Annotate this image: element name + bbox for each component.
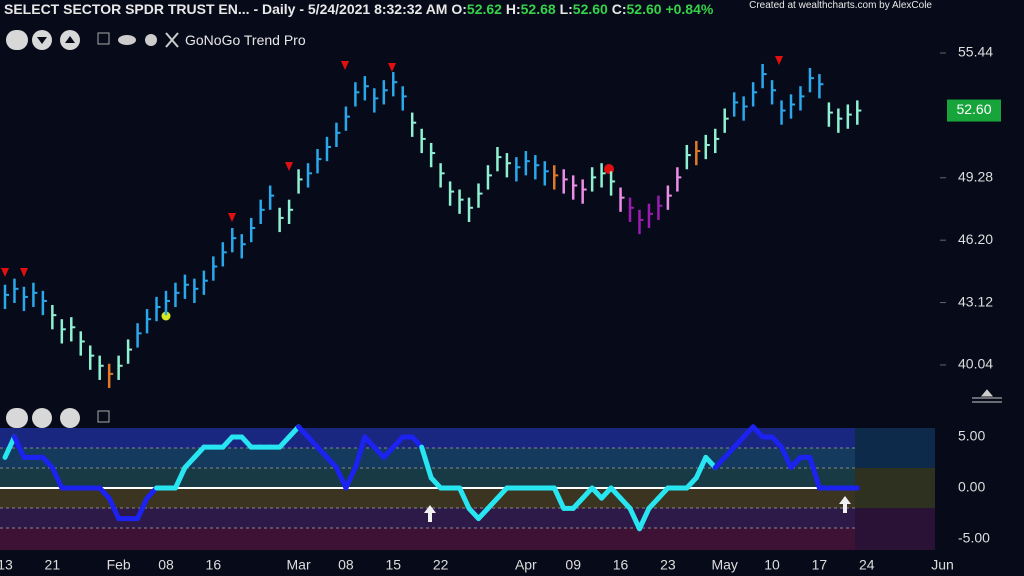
toolbar[interactable] xyxy=(6,30,179,428)
x-tick-label: 22 xyxy=(433,557,449,573)
last-price-label: 52.60 xyxy=(956,101,991,117)
x-tick-label: 08 xyxy=(158,557,174,573)
low: 52.60 xyxy=(572,1,608,17)
x-tick-label: May xyxy=(711,557,737,573)
oscillator-segment xyxy=(2,434,17,460)
oscillator-segment xyxy=(135,495,150,522)
open-label: O: xyxy=(451,1,467,17)
oscillator-segment xyxy=(779,444,794,471)
symbol: SELECT SECTOR SPDR TRUST EN... xyxy=(4,1,250,17)
close: 52.60 xyxy=(626,1,662,17)
high: 52.68 xyxy=(520,1,556,17)
oscillator-bands xyxy=(0,428,935,550)
collapse-button[interactable] xyxy=(6,30,28,50)
oscillator-segment xyxy=(693,454,709,481)
high-label: H: xyxy=(505,1,521,17)
x-tick-label: 15 xyxy=(385,557,401,573)
indicator-name: GoNoGo Trend Pro xyxy=(185,32,306,48)
y-tick-label: 43.12 xyxy=(958,293,993,309)
x-tick-label: 17 xyxy=(812,557,828,573)
oscillator-segment xyxy=(627,505,642,532)
y-tick-label: 40.04 xyxy=(958,356,993,372)
x-tick-label: 10 xyxy=(764,557,780,573)
oscillator-segment xyxy=(551,485,567,511)
x-tick-label: 24 xyxy=(859,557,875,573)
oscillator-segment xyxy=(11,434,27,460)
y-tick-label: 46.20 xyxy=(958,231,993,247)
period: - Daily - 5/24/2021 8:32:32 AM xyxy=(253,1,448,17)
x-tick-label: 08 xyxy=(338,557,354,573)
x-tick-label: Jun xyxy=(931,557,954,573)
oscillator-segment xyxy=(172,465,188,491)
oscillator-segment xyxy=(352,434,368,471)
y-tick-label: 0.00 xyxy=(958,479,985,495)
visibility-button[interactable] xyxy=(118,35,136,45)
x-tick-label: 21 xyxy=(45,557,61,573)
x-tick-label: 23 xyxy=(660,557,676,573)
collapse-button[interactable] xyxy=(6,408,28,428)
oscillator-segment xyxy=(419,444,434,481)
up-button[interactable] xyxy=(60,408,80,428)
low-label: L: xyxy=(559,1,573,17)
minimize-button[interactable] xyxy=(97,32,110,45)
x-tick-label: Feb xyxy=(107,557,131,573)
credit: Created at wealthcharts.com by AlexCole xyxy=(749,0,932,11)
signals xyxy=(1,56,783,321)
last-price-tag xyxy=(947,99,1001,122)
x-tick-label: Mar xyxy=(287,557,311,573)
header: SELECT SECTOR SPDR TRUST EN... - Daily -… xyxy=(4,1,713,17)
divergence-arrows xyxy=(424,496,851,522)
oscillator-segment xyxy=(106,495,122,522)
settings-button[interactable] xyxy=(145,34,157,46)
axis-menu[interactable] xyxy=(972,389,1002,403)
oscillator-segment xyxy=(343,465,358,491)
x-tick-label: 13 xyxy=(0,557,13,573)
open: 52.62 xyxy=(466,1,502,17)
x-tick-label: Apr xyxy=(515,557,537,573)
oscillator-segment xyxy=(49,465,65,491)
x-tick-label: 16 xyxy=(206,557,222,573)
down-button[interactable] xyxy=(32,408,52,428)
x-tick-label: 16 xyxy=(613,557,629,573)
add-button[interactable] xyxy=(97,410,110,423)
change: +0.84% xyxy=(665,1,714,17)
close-label: C: xyxy=(611,1,627,17)
oscillator-segment xyxy=(807,454,822,491)
x-tick-label: 09 xyxy=(565,557,581,573)
y-tick-label: -5.00 xyxy=(958,530,990,546)
y-tick-label: 49.28 xyxy=(958,168,993,184)
oscillator-segment xyxy=(333,465,349,491)
oscillator-segment xyxy=(457,485,472,511)
y-tick-label: 55.44 xyxy=(958,44,993,60)
y-tick-label: 5.00 xyxy=(958,428,985,444)
oscillator-segment xyxy=(636,505,652,532)
close-button[interactable] xyxy=(165,32,179,48)
